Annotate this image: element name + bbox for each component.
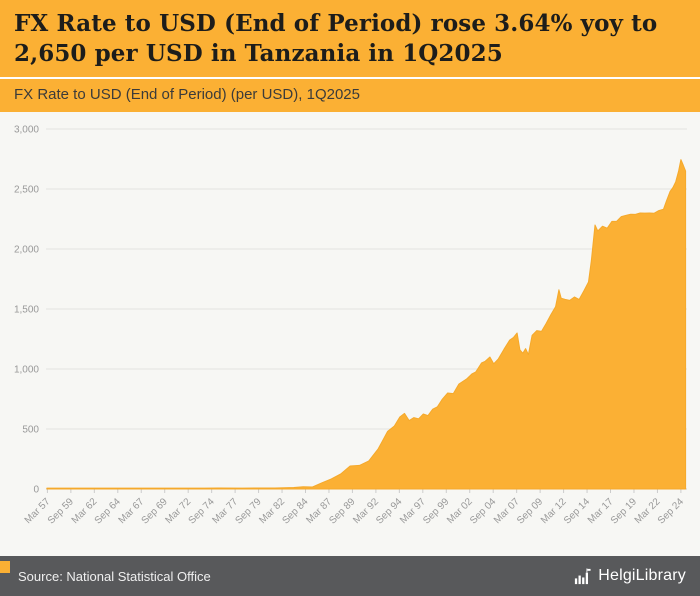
svg-text:1,000: 1,000 (14, 364, 39, 375)
svg-text:Sep 89: Sep 89 (327, 496, 357, 526)
svg-text:Sep 69: Sep 69 (140, 496, 170, 526)
helgi-logo-icon (575, 567, 591, 584)
svg-text:2,000: 2,000 (14, 244, 39, 255)
page-title: FX Rate to USD (End of Period) rose 3.64… (14, 10, 658, 67)
svg-text:Sep 99: Sep 99 (421, 496, 451, 526)
footer: Source: National Statistical Office Helg… (0, 556, 700, 596)
svg-text:Sep 64: Sep 64 (93, 496, 123, 526)
svg-text:0: 0 (33, 484, 39, 495)
svg-text:1,500: 1,500 (14, 304, 39, 315)
chart-area: 0 500 1,000 1,500 2,000 2,500 3,000 Mar 57 Sep 5… (0, 111, 700, 556)
svg-text:Sep 79: Sep 79 (233, 496, 263, 526)
svg-text:Sep 59: Sep 59 (46, 496, 76, 526)
svg-text:Sep 14: Sep 14 (562, 496, 592, 526)
logo-text: HelgiLibrary (598, 567, 686, 584)
svg-text:Sep 74: Sep 74 (187, 496, 217, 526)
source-text: Source: National Statistical Office (18, 568, 211, 584)
header-banner: FX Rate to USD (End of Period) rose 3.64… (0, 0, 700, 112)
svg-text:Sep 94: Sep 94 (374, 496, 404, 526)
svg-text:2,500: 2,500 (14, 184, 39, 195)
svg-text:Sep 09: Sep 09 (515, 496, 545, 526)
svg-text:Sep 84: Sep 84 (280, 496, 310, 526)
svg-text:3,000: 3,000 (14, 124, 39, 135)
svg-text:Sep 04: Sep 04 (468, 496, 498, 526)
helgi-library-logo: HelgiLibrary (573, 567, 686, 586)
header-divider (0, 76, 700, 79)
svg-text:500: 500 (22, 424, 39, 435)
svg-text:Sep 24: Sep 24 (656, 496, 686, 526)
svg-text:Sep 19: Sep 19 (609, 496, 639, 526)
footer-accent-square (0, 561, 10, 573)
chart-subtitle: FX Rate to USD (End of Period) (per USD)… (14, 85, 360, 103)
